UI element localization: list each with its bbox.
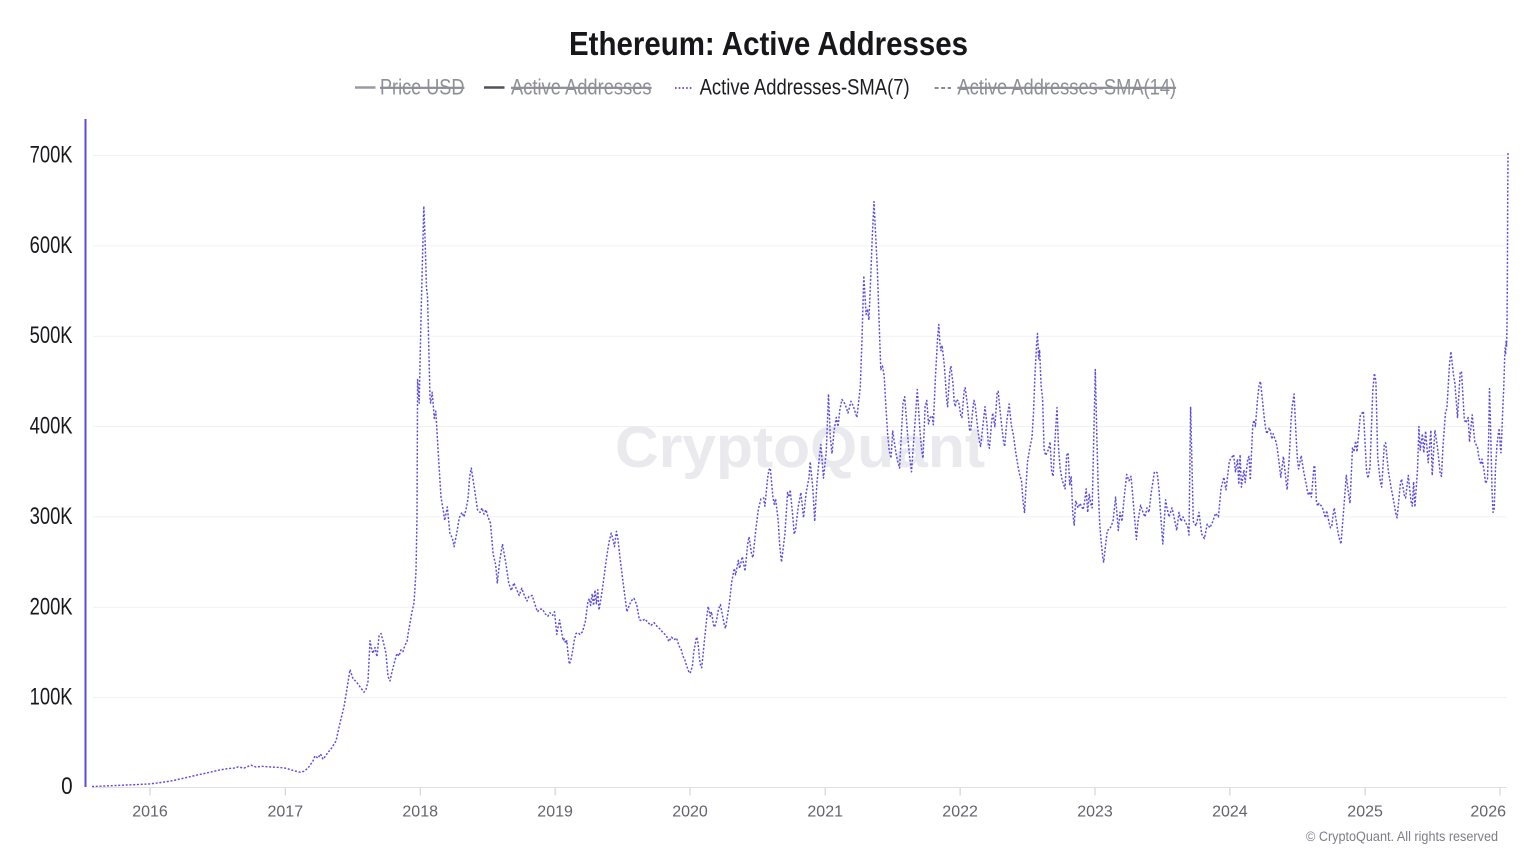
svg-text:Active Addresses: Active Addresses — [511, 75, 652, 100]
svg-text:0: 0 — [61, 773, 73, 800]
svg-text:2026: 2026 — [1470, 804, 1506, 821]
svg-text:400K: 400K — [30, 413, 73, 440]
svg-text:2019: 2019 — [537, 804, 573, 821]
svg-text:2024: 2024 — [1212, 804, 1248, 821]
svg-text:600K: 600K — [30, 232, 73, 259]
svg-text:2022: 2022 — [942, 804, 978, 821]
svg-text:700K: 700K — [30, 142, 73, 169]
svg-text:2016: 2016 — [132, 804, 168, 821]
svg-text:Active Addresses-SMA(14): Active Addresses-SMA(14) — [957, 75, 1176, 100]
svg-text:Price USD: Price USD — [380, 75, 464, 100]
svg-text:300K: 300K — [30, 503, 73, 530]
svg-text:Active Addresses-SMA(7): Active Addresses-SMA(7) — [700, 75, 910, 100]
svg-text:2023: 2023 — [1077, 804, 1113, 821]
svg-text:Ethereum: Active Addresses: Ethereum: Active Addresses — [569, 25, 968, 62]
svg-text:© CryptoQuant. All rights rese: © CryptoQuant. All rights reserved — [1306, 829, 1498, 844]
svg-text:500K: 500K — [30, 322, 73, 349]
svg-text:2021: 2021 — [807, 804, 843, 821]
svg-text:2020: 2020 — [672, 804, 708, 821]
svg-text:2018: 2018 — [402, 804, 438, 821]
svg-text:100K: 100K — [30, 684, 73, 711]
svg-text:2025: 2025 — [1347, 804, 1383, 821]
svg-text:200K: 200K — [30, 593, 73, 620]
svg-text:2017: 2017 — [268, 804, 304, 821]
